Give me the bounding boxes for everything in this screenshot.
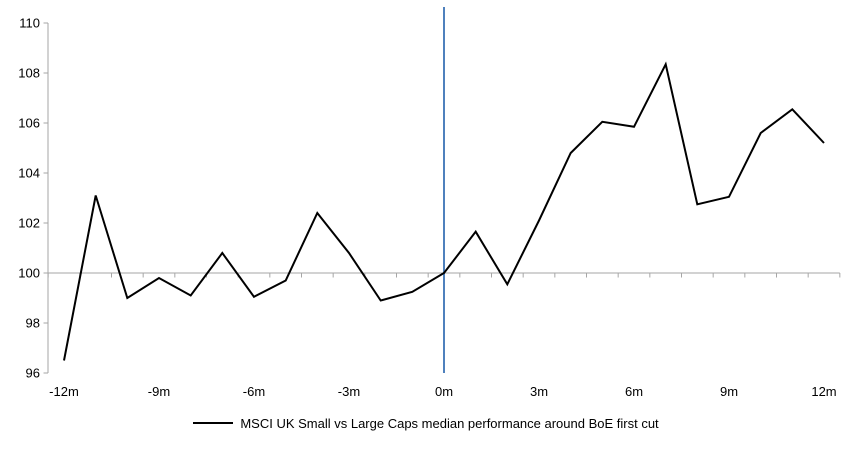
y-tick-label: 108 [18, 66, 40, 81]
line-chart-canvas: 96 98 100 102 104 106 108 110 -12m -9m -6m -3m 0m 3m 6… [18, 7, 841, 399]
y-tick-label: 106 [18, 116, 40, 131]
x-tick-label: -9m [148, 384, 170, 399]
y-tick-label: 98 [26, 316, 40, 331]
x-tick-label: 9m [720, 384, 738, 399]
x-tick-label: -12m [49, 384, 79, 399]
y-tick-label: 104 [18, 166, 40, 181]
y-tick-label: 102 [18, 216, 40, 231]
y-tick-label: 96 [26, 366, 40, 381]
legend-line-sample [193, 422, 234, 424]
legend: MSCI UK Small vs Large Caps median perfo… [0, 412, 852, 434]
series-line [63, 61, 825, 361]
x-tick-label: -6m [243, 384, 265, 399]
x-tick-label: 6m [625, 384, 643, 399]
y-tick-label: 110 [19, 16, 40, 31]
y-tick-label: 100 [18, 266, 40, 281]
x-tick-label: 0m [435, 384, 453, 399]
x-tick-label: -3m [338, 384, 360, 399]
x-tick-label: 3m [530, 384, 548, 399]
x-tick-label: 12m [811, 384, 836, 399]
legend-label: MSCI UK Small vs Large Caps median perfo… [240, 415, 659, 431]
